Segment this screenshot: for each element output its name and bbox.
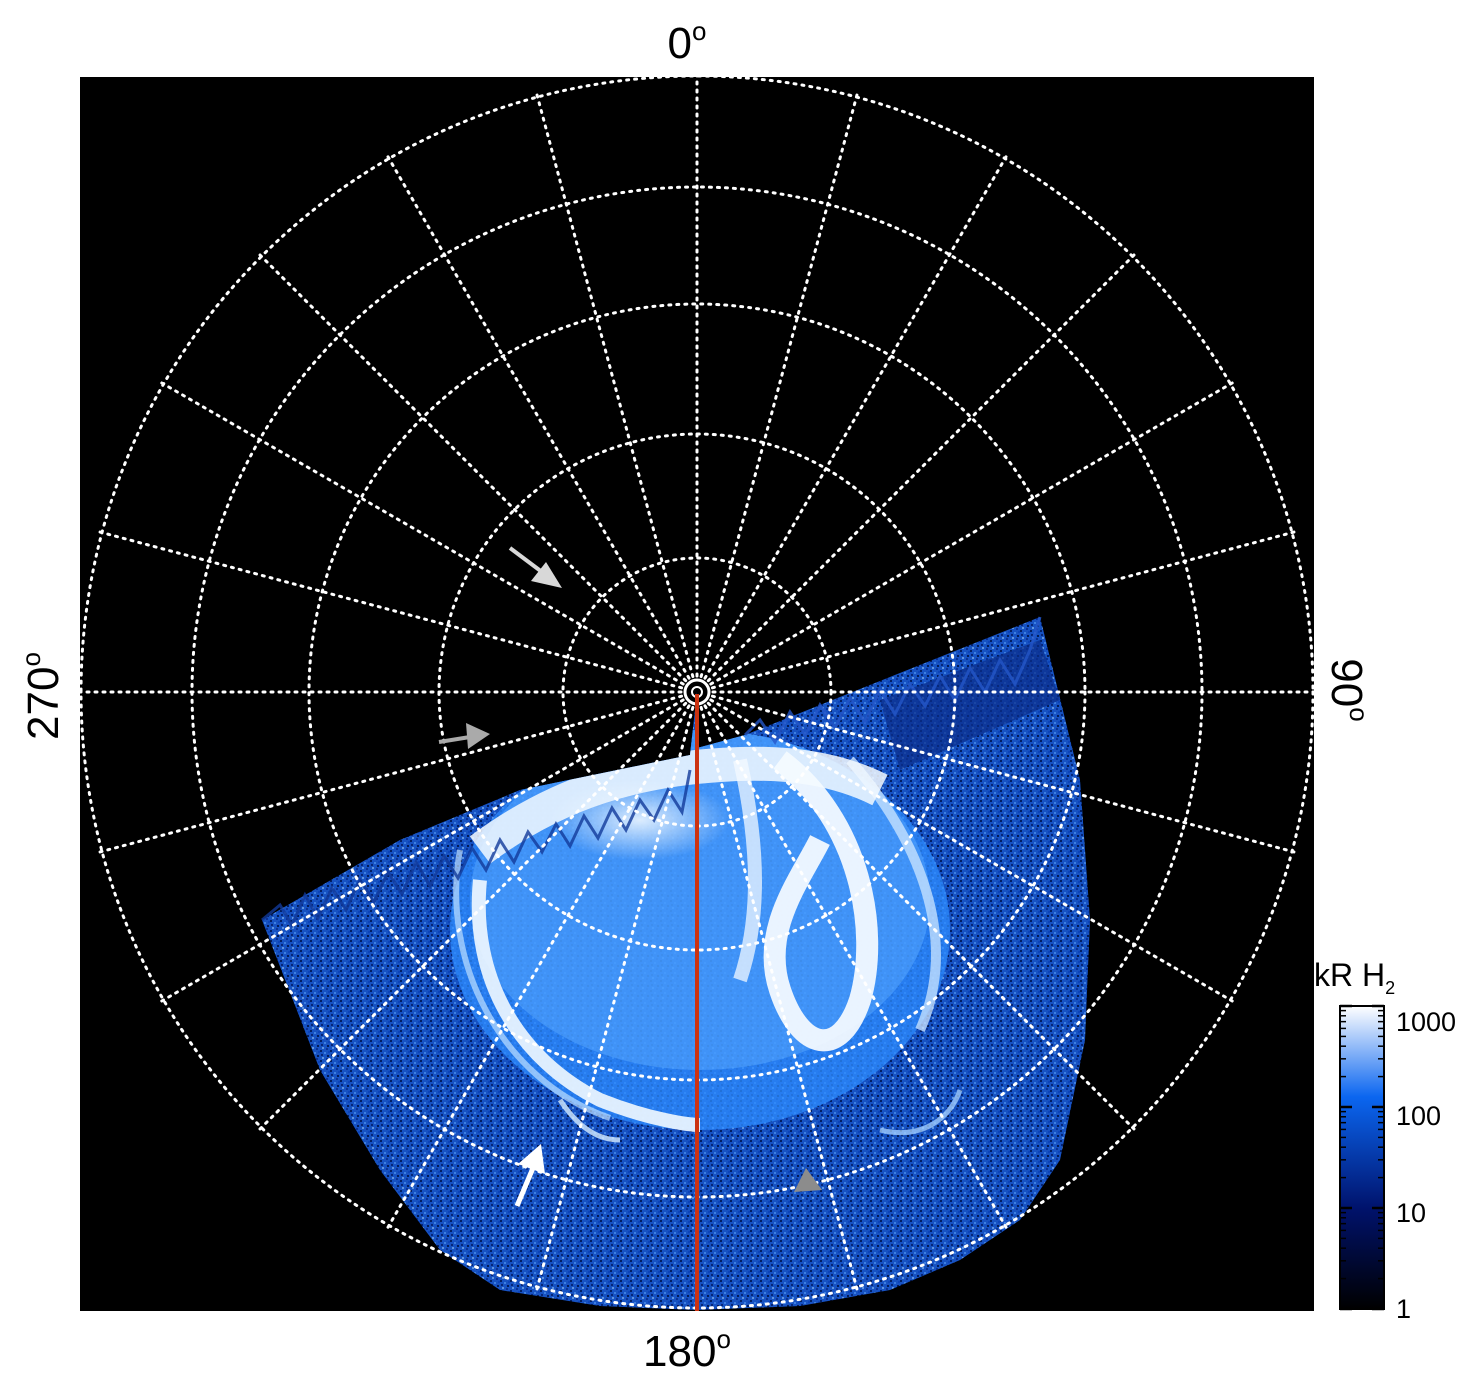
streak-edge	[261, 769, 692, 929]
longitude-label-top: 0o	[668, 16, 707, 68]
arrow-left	[438, 723, 490, 749]
svg-text:180o: 180o	[643, 1324, 731, 1376]
colorbar-gradient	[1339, 1005, 1385, 1310]
colorbar-major-ticks	[1340, 1004, 1384, 1311]
colorbar-tick-10: 10	[1396, 1198, 1426, 1228]
svg-text:90o: 90o	[1322, 658, 1374, 721]
colorbar-tick-1000: 1000	[1396, 1007, 1456, 1037]
longitude-label-left: 270o	[16, 652, 68, 740]
svg-text:270o: 270o	[16, 652, 68, 740]
colorbar-title: kR H2	[1314, 957, 1395, 998]
colorbar-tick-100: 100	[1396, 1101, 1441, 1131]
colorbar-tick-1: 1	[1396, 1294, 1411, 1324]
longitude-label-bottom: 180o	[643, 1324, 731, 1376]
arrow-lower-left	[514, 1144, 545, 1207]
arrow-upper-left	[508, 546, 562, 588]
longitude-label-right: 90o	[1322, 658, 1374, 721]
main-oval-arc	[471, 879, 701, 1132]
colorbar-minor-ticks	[1340, 1009, 1384, 1280]
svg-text:0o: 0o	[668, 16, 707, 68]
colorbar: kR H2 1000 100 10 1	[1314, 957, 1456, 1324]
polar-emission-swirl	[763, 751, 879, 1052]
arrowhead-lower-right	[794, 1168, 822, 1192]
annotation-arrows	[438, 546, 822, 1207]
